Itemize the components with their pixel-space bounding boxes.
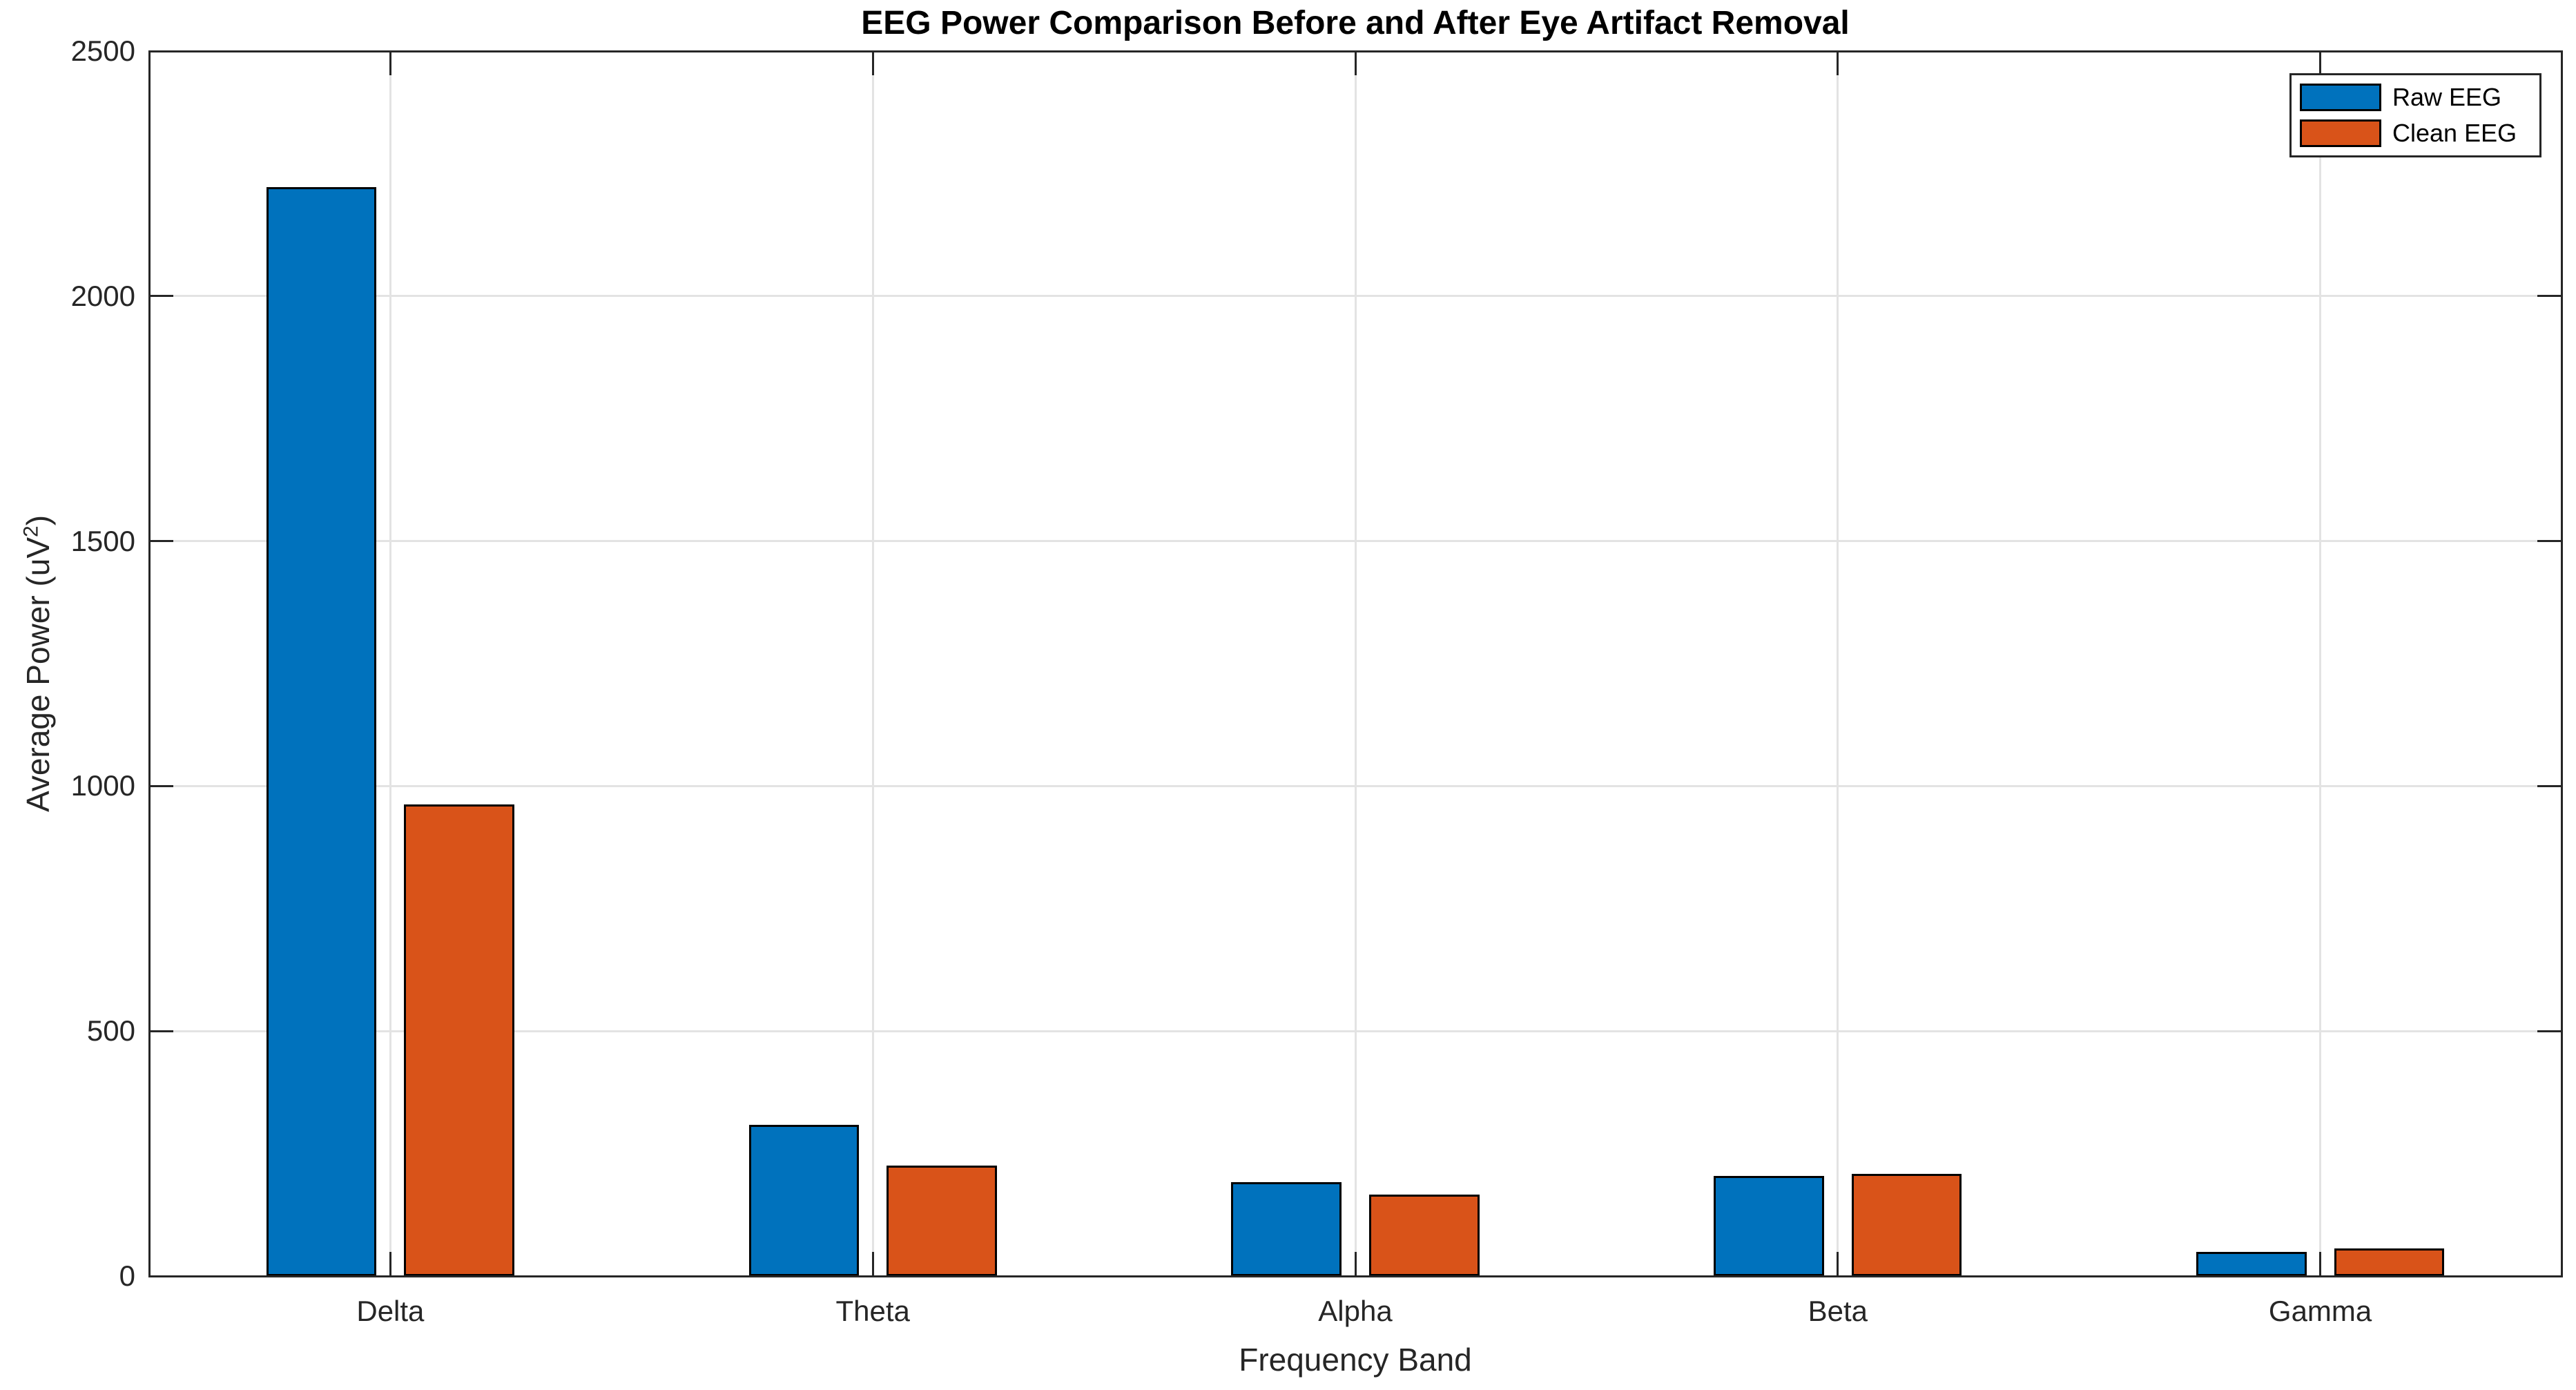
y-axis-label-text: Average Power (uV2): [19, 514, 56, 813]
bar-clean-eeg-beta: [1851, 1174, 1962, 1276]
x-tick-label: Delta: [356, 1295, 425, 1327]
bar-raw-eeg-gamma: [2196, 1251, 2307, 1276]
x-axis-label: Frequency Band: [1239, 1342, 1472, 1378]
x-tick-bottom: [1837, 1252, 1839, 1276]
y-tick-label: 500: [86, 1014, 135, 1048]
legend-swatch: [2300, 119, 2381, 147]
y-tick-label: 1500: [70, 524, 135, 557]
bar-raw-eeg-beta: [1714, 1175, 1824, 1276]
y-tick-right: [2537, 540, 2562, 543]
x-gridline: [2319, 51, 2322, 1276]
y-tick-left: [149, 540, 173, 543]
x-tick-bottom: [389, 1252, 391, 1276]
x-tick-label: Beta: [1808, 1295, 1868, 1327]
x-tick-top: [389, 51, 391, 75]
x-gridline: [1837, 51, 1839, 1276]
y-tick-left: [149, 295, 173, 298]
y-tick-label: 2000: [70, 279, 135, 312]
legend: Raw EEG Clean EEG: [2289, 73, 2541, 157]
y-tick-label: 2500: [70, 35, 135, 67]
x-gridline: [389, 51, 391, 1276]
x-tick-label: Theta: [835, 1295, 910, 1327]
bar-clean-eeg-delta: [404, 804, 515, 1276]
legend-label: Clean EEG: [2392, 119, 2517, 147]
y-tick-right: [2537, 295, 2562, 298]
bar-clean-eeg-gamma: [2334, 1248, 2445, 1276]
y-tick-left: [149, 784, 173, 787]
bar-raw-eeg-alpha: [1231, 1182, 1342, 1276]
x-tick-top: [1837, 51, 1839, 75]
legend-label: Raw EEG: [2392, 83, 2502, 111]
x-tick-label: Gamma: [2268, 1295, 2372, 1327]
x-gridline: [871, 51, 874, 1276]
bar-raw-eeg-delta: [266, 187, 377, 1276]
x-tick-top: [2319, 51, 2322, 75]
y-tick-right: [2537, 50, 2562, 52]
x-tick-top: [1354, 51, 1357, 75]
x-tick-top: [871, 51, 874, 75]
bar-raw-eeg-theta: [748, 1124, 860, 1276]
y-tick-right: [2537, 1275, 2562, 1277]
legend-swatch: [2300, 84, 2381, 111]
chart-title: EEG Power Comparison Before and After Ey…: [861, 5, 1850, 41]
y-tick-right: [2537, 784, 2562, 787]
x-tick-bottom: [2319, 1252, 2322, 1276]
y-tick-left: [149, 1275, 173, 1277]
legend-item-raw-eeg: Raw EEG: [2300, 80, 2531, 115]
y-tick-right: [2537, 1030, 2562, 1032]
y-tick-label: 0: [119, 1259, 135, 1292]
bar-clean-eeg-theta: [887, 1166, 997, 1276]
legend-item-clean-eeg: Clean EEG: [2300, 116, 2531, 151]
bar-clean-eeg-alpha: [1368, 1195, 1480, 1276]
y-tick-left: [149, 50, 173, 52]
x-tick-bottom: [1354, 1252, 1357, 1276]
y-tick-left: [149, 1030, 173, 1032]
x-tick-bottom: [871, 1252, 874, 1276]
y-tick-label: 1000: [70, 769, 135, 802]
x-gridline: [1354, 51, 1357, 1276]
x-tick-label: Alpha: [1318, 1295, 1393, 1327]
